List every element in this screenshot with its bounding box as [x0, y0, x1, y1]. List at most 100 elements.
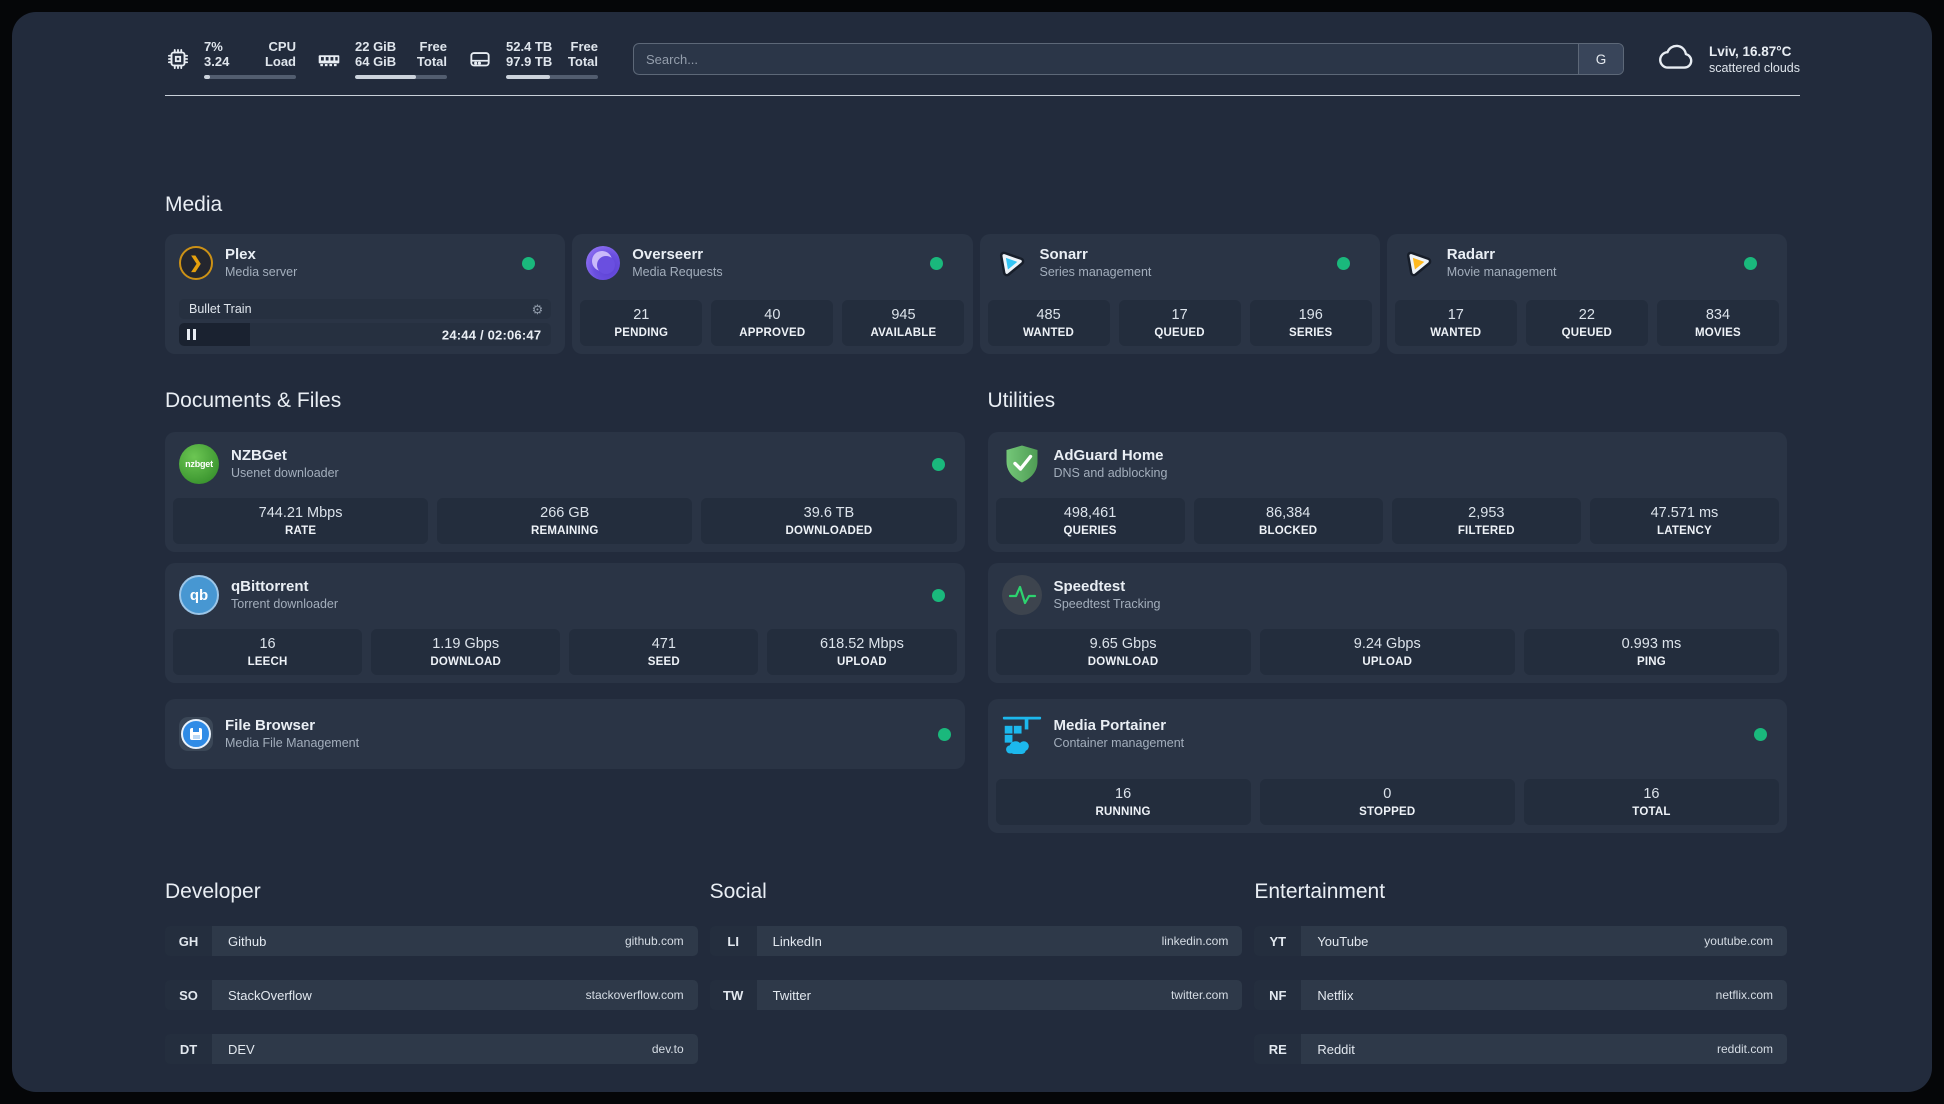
search-bar: G: [633, 43, 1624, 75]
stat-value: 834: [1705, 307, 1731, 323]
memory-progress-bar: [355, 75, 447, 79]
system-stats: 7% 3.24 CPU Load: [165, 39, 598, 79]
link-abbr: YT: [1254, 926, 1302, 956]
stat-row: 744.21 Mbps RATE 266 GB REMAINING 39.6 T…: [173, 498, 957, 544]
stat-box: 22 QUEUED: [1525, 300, 1648, 346]
section-title-documents: Documents & Files: [165, 389, 342, 412]
stat-value: 618.52 Mbps: [820, 636, 904, 652]
card-header: File Browser Media File Management: [179, 717, 951, 751]
stat-row: 485 WANTED 17 QUEUED 196 SERIES: [987, 300, 1372, 346]
cpu-progress-bar: [204, 75, 296, 79]
stat-box: 498,461 QUERIES: [995, 498, 1185, 544]
link-abbr: RE: [1254, 1034, 1302, 1064]
app-name: Speedtest: [1053, 578, 1126, 595]
app-card-speedtest[interactable]: Speedtest Speedtest Tracking 9.65 Gbps D…: [987, 563, 1787, 683]
app-card-sonarr[interactable]: Sonarr Series management 485 WANTED 17 Q…: [979, 234, 1380, 354]
stat-label: MOVIES: [1694, 327, 1741, 339]
stat-value: 498,461: [1063, 505, 1117, 521]
stat-value: 9.24 Gbps: [1353, 636, 1421, 652]
stat-box: 39.6 TB DOWNLOADED: [701, 498, 957, 544]
stat-box: 618.52 Mbps UPLOAD: [767, 629, 957, 675]
link-row-netflix[interactable]: NF Netflix netflix.com: [1254, 980, 1787, 1010]
app-description: Movie management: [1446, 265, 1557, 279]
stat-label: UPLOAD: [837, 656, 887, 668]
app-card-overseerr[interactable]: Overseerr Media Requests 21 PENDING 40 A…: [572, 234, 973, 354]
stat-label: TOTAL: [1632, 806, 1671, 818]
ram-icon: [316, 46, 342, 72]
stat-value: 744.21 Mbps: [258, 505, 343, 521]
section-title-social: Social: [709, 880, 767, 903]
app-card-nzbget[interactable]: nzbget NZBGet Usenet downloader 744.21 M…: [165, 432, 965, 552]
stat-value: 16: [1115, 786, 1132, 802]
app-description: Torrent downloader: [231, 597, 339, 611]
app-description: Media File Management: [225, 736, 360, 750]
memory-widget: 22 GiB 64 GiB Free Total: [316, 39, 447, 79]
settings-gear-icon[interactable]: [532, 303, 544, 316]
card-header: Plex Media server: [179, 246, 551, 280]
link-abbr: LI: [709, 926, 757, 956]
stat-box: 834 MOVIES: [1656, 300, 1779, 346]
link-url: twitter.com: [1170, 988, 1229, 1002]
status-dot: [1744, 256, 1757, 270]
stat-box: 9.65 Gbps DOWNLOAD: [995, 629, 1251, 675]
two-column-area: Documents & Files nzbget NZBGet Usenet d…: [165, 389, 1787, 833]
app-card-plex[interactable]: Plex Media server Bullet Train 24:44 / 0…: [165, 234, 566, 354]
app-card-qbittorrent[interactable]: qb qBittorrent Torrent downloader 16 LEE…: [165, 563, 965, 683]
stat-label: DOWNLOADED: [785, 525, 873, 537]
app-name: qBittorrent: [231, 578, 309, 595]
link-url: github.com: [624, 934, 684, 948]
app-card-portainer[interactable]: Media Portainer Container management 16 …: [987, 699, 1787, 833]
stat-value: 22: [1578, 307, 1595, 323]
weather-condition: scattered clouds: [1708, 60, 1800, 75]
stat-label: SEED: [647, 656, 680, 668]
app-name: Media Portainer: [1053, 717, 1167, 734]
stat-box: 0.993 ms PING: [1523, 629, 1780, 675]
app-card-radarr[interactable]: Radarr Movie management 17 WANTED 22 QUE…: [1386, 234, 1787, 354]
qbittorrent-icon: qb: [179, 575, 219, 615]
link-row-twitter[interactable]: TW Twitter twitter.com: [709, 980, 1243, 1010]
link-url: linkedin.com: [1161, 934, 1229, 948]
stat-value: 1.19 Gbps: [432, 636, 500, 652]
app-name: AdGuard Home: [1053, 447, 1164, 464]
stat-box: 266 GB REMAINING: [437, 498, 693, 544]
stat-box: 17 WANTED: [1394, 300, 1517, 346]
link-row-reddit[interactable]: RE Reddit reddit.com: [1254, 1034, 1787, 1064]
app-card-filebrowser[interactable]: File Browser Media File Management: [165, 699, 965, 769]
link-row-github[interactable]: GH Github github.com: [165, 926, 698, 956]
stat-box: 16 RUNNING: [995, 779, 1251, 825]
stat-box: 744.21 Mbps RATE: [173, 498, 429, 544]
stat-box: 0 STOPPED: [1259, 779, 1515, 825]
link-row-youtube[interactable]: YT YouTube youtube.com: [1254, 926, 1787, 956]
search-engine-button[interactable]: G: [1577, 44, 1623, 74]
stat-value: 39.6 TB: [803, 505, 855, 521]
stat-label: FILTERED: [1457, 525, 1515, 537]
playback-progress-bar[interactable]: 24:44 / 02:06:47: [179, 323, 552, 346]
search-input[interactable]: [634, 51, 1578, 67]
links-column-social: Social LI LinkedIn linkedin.com TW Twitt…: [709, 880, 1243, 1088]
stat-label: RUNNING: [1095, 806, 1151, 818]
stat-box: 945 AVAILABLE: [842, 300, 965, 346]
app-card-adguard[interactable]: AdGuard Home DNS and adblocking 498,461 …: [987, 432, 1787, 552]
stat-value: 17: [1171, 307, 1188, 323]
cpu-widget: 7% 3.24 CPU Load: [165, 39, 296, 79]
stat-box: 2,953 FILTERED: [1391, 498, 1581, 544]
app-name: Sonarr: [1039, 246, 1088, 263]
nzbget-icon: nzbget: [179, 444, 219, 484]
link-row-dev[interactable]: DT DEV dev.to: [165, 1034, 698, 1064]
link-row-linkedin[interactable]: LI LinkedIn linkedin.com: [709, 926, 1243, 956]
stat-row: 9.65 Gbps DOWNLOAD 9.24 Gbps UPLOAD 0.99…: [995, 629, 1780, 675]
stat-value: 9.65 Gbps: [1089, 636, 1157, 652]
link-row-stackoverflow[interactable]: SO StackOverflow stackoverflow.com: [165, 980, 698, 1010]
stat-label: WANTED: [1023, 327, 1075, 339]
cpu-icon: [165, 46, 191, 72]
dashboard-panel: 7% 3.24 CPU Load: [12, 12, 1932, 1092]
stat-label: STOPPED: [1359, 806, 1416, 818]
link-url: netflix.com: [1715, 988, 1773, 1002]
disk-values: 52.4 TB 97.9 TB: [506, 39, 553, 69]
stat-box: 485 WANTED: [987, 300, 1110, 346]
stat-row: 17 WANTED 22 QUEUED 834 MOVIES: [1394, 300, 1779, 346]
links-column-developer: Developer GH Github github.com SO StackO…: [165, 880, 698, 1088]
stat-box: 86,384 BLOCKED: [1193, 498, 1383, 544]
stat-value: 21: [633, 307, 650, 323]
pause-icon: [187, 329, 196, 340]
